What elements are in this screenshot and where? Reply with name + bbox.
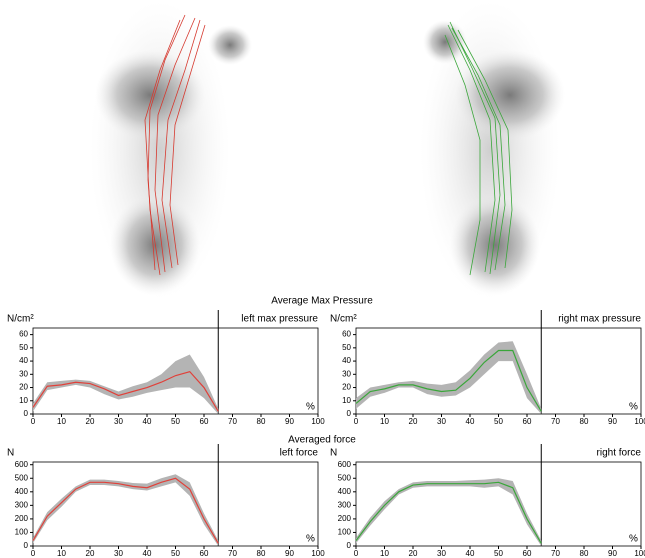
x-tick-label: 0 <box>354 417 359 426</box>
y-tick-label: 0 <box>24 541 29 550</box>
x-tick-label: 0 <box>31 549 36 558</box>
y-tick-label: 0 <box>24 409 29 418</box>
x-tick-label: 100 <box>634 417 645 426</box>
x-tick-label: 100 <box>634 549 645 558</box>
series-name: left max pressure <box>241 314 318 325</box>
y-tick-label: 100 <box>15 528 29 537</box>
series-name: right force <box>597 448 642 459</box>
x-tick-label: 0 <box>354 549 359 558</box>
x-tick-label: 90 <box>285 549 294 558</box>
x-tick-label: 60 <box>200 549 209 558</box>
x-tick-label: 30 <box>437 549 446 558</box>
y-axis-label: N <box>330 448 337 459</box>
y-tick-label: 600 <box>338 460 352 469</box>
y-tick-label: 30 <box>342 369 351 378</box>
y-axis-label: N/cm² <box>7 314 34 325</box>
y-tick-label: 200 <box>338 514 352 523</box>
y-tick-label: 0 <box>347 541 352 550</box>
series-name: right max pressure <box>558 314 641 325</box>
x-tick-label: 60 <box>200 417 209 426</box>
y-tick-label: 400 <box>15 487 29 496</box>
x-tick-label: 10 <box>380 549 389 558</box>
x-tick-label: 50 <box>171 417 180 426</box>
y-axis-label: N/cm² <box>330 314 357 325</box>
x-tick-label: 20 <box>86 549 95 558</box>
x-axis-label: % <box>629 534 638 545</box>
y-tick-label: 400 <box>338 487 352 496</box>
x-tick-label: 70 <box>228 417 237 426</box>
x-tick-label: 20 <box>409 417 418 426</box>
y-tick-label: 20 <box>342 383 351 392</box>
y-tick-label: 0 <box>347 409 352 418</box>
y-tick-label: 500 <box>15 473 29 482</box>
x-tick-label: 10 <box>57 417 66 426</box>
plot-frame <box>356 328 641 414</box>
x-tick-label: 100 <box>311 417 325 426</box>
y-tick-label: 30 <box>19 369 28 378</box>
plot-frame <box>356 462 641 546</box>
x-tick-label: 40 <box>466 417 475 426</box>
y-tick-label: 10 <box>342 396 351 405</box>
x-axis-label: % <box>306 402 315 413</box>
x-axis-label: % <box>629 402 638 413</box>
x-tick-label: 10 <box>380 417 389 426</box>
section-heading: Averaged force <box>288 435 356 446</box>
x-tick-label: 20 <box>409 549 418 558</box>
x-tick-label: 90 <box>608 549 617 558</box>
page: Average Max Pressure Averaged force N/cm… <box>0 0 645 558</box>
y-axis-label: N <box>7 448 14 459</box>
x-tick-label: 80 <box>257 417 266 426</box>
x-tick-label: 50 <box>494 417 503 426</box>
y-tick-label: 40 <box>19 356 28 365</box>
x-tick-label: 40 <box>143 417 152 426</box>
y-tick-label: 500 <box>338 473 352 482</box>
x-tick-label: 50 <box>494 549 503 558</box>
x-tick-label: 30 <box>114 417 123 426</box>
y-tick-label: 40 <box>342 356 351 365</box>
x-tick-label: 90 <box>608 417 617 426</box>
x-tick-label: 70 <box>551 549 560 558</box>
std-band <box>33 354 218 414</box>
x-tick-label: 70 <box>228 549 237 558</box>
x-tick-label: 30 <box>437 417 446 426</box>
x-tick-label: 10 <box>57 549 66 558</box>
y-tick-label: 10 <box>19 396 28 405</box>
y-tick-label: 200 <box>15 514 29 523</box>
y-tick-label: 100 <box>338 528 352 537</box>
x-tick-label: 90 <box>285 417 294 426</box>
y-tick-label: 300 <box>338 500 352 509</box>
x-tick-label: 80 <box>580 549 589 558</box>
x-tick-label: 40 <box>466 549 475 558</box>
y-tick-label: 300 <box>15 500 29 509</box>
x-tick-label: 60 <box>523 549 532 558</box>
series-name: left force <box>280 448 319 459</box>
right-foot-map <box>420 0 565 300</box>
x-tick-label: 50 <box>171 549 180 558</box>
y-tick-label: 50 <box>342 343 351 352</box>
y-tick-label: 20 <box>19 383 28 392</box>
x-axis-label: % <box>306 534 315 545</box>
x-tick-label: 80 <box>257 549 266 558</box>
x-tick-label: 80 <box>580 417 589 426</box>
x-tick-label: 0 <box>31 417 36 426</box>
x-tick-label: 30 <box>114 549 123 558</box>
x-tick-label: 70 <box>551 417 560 426</box>
y-tick-label: 60 <box>342 330 351 339</box>
x-tick-label: 60 <box>523 417 532 426</box>
x-tick-label: 100 <box>311 549 325 558</box>
left-foot-map <box>90 0 252 300</box>
y-tick-label: 600 <box>15 460 29 469</box>
x-tick-label: 40 <box>143 549 152 558</box>
y-tick-label: 50 <box>19 343 28 352</box>
section-heading: Average Max Pressure <box>271 296 373 307</box>
x-tick-label: 20 <box>86 417 95 426</box>
y-tick-label: 60 <box>19 330 28 339</box>
